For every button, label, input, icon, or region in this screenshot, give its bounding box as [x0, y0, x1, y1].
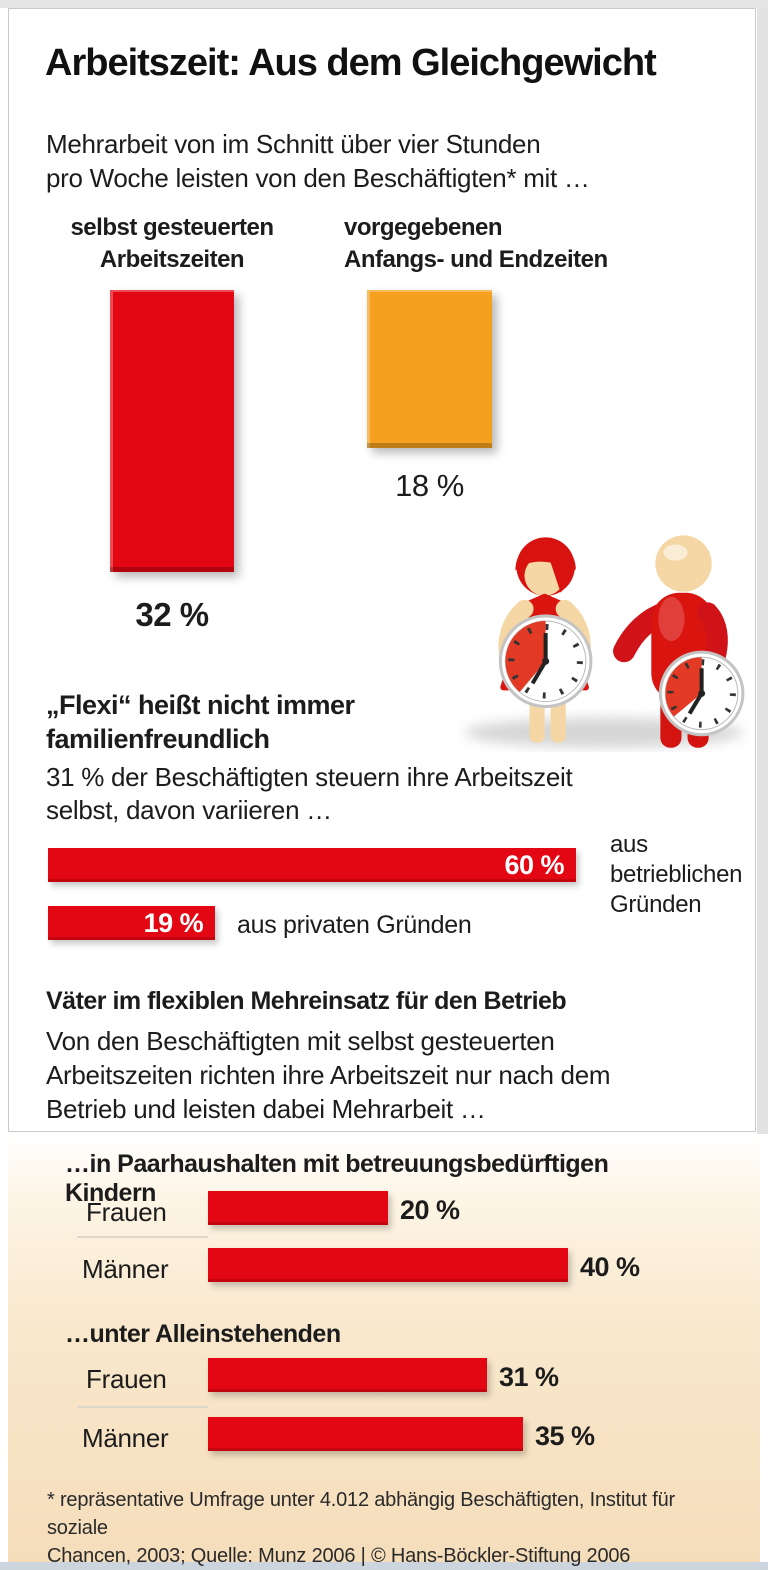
group2-bar-frauen — [208, 1358, 487, 1392]
group1-bar-maenner — [208, 1248, 568, 1282]
right-margin-strip — [757, 8, 768, 1134]
row-separator — [77, 1406, 208, 1408]
flexi-heading-line1: „Flexi“ heißt nicht immer — [46, 690, 355, 720]
chart1-cat2-line1: vorgegebenen — [344, 214, 503, 241]
group2-heading: …unter Alleinstehenden — [65, 1320, 341, 1348]
footnote-line2: Chancen, 2003; Quelle: Munz 2006 | © Han… — [47, 1545, 631, 1567]
top-margin-strip — [0, 0, 768, 8]
vaeter-body-line2: Arbeitszeiten richten ihre Arbeitszeit n… — [46, 1060, 611, 1090]
group2-row2-label: Männer — [82, 1423, 169, 1453]
intro-line-1: Mehrarbeit von im Schnitt über vier Stun… — [46, 129, 541, 159]
flexi-section-heading: „Flexi“ heißt nicht immer familienfreund… — [46, 688, 546, 756]
flexi-body-line1: 31 % der Beschäftigten steuern ihre Arbe… — [46, 762, 573, 792]
chart1-cat1-line1: selbst gesteuerten — [70, 214, 274, 241]
flexi-body-line2: selbst, davon variieren … — [46, 795, 332, 825]
group1-row1-label: Frauen — [86, 1197, 167, 1227]
vaeter-section-heading: Väter im flexiblen Mehreinsatz für den B… — [46, 987, 567, 1015]
man-clock-icon — [658, 650, 745, 737]
group1-bar-frauen — [208, 1191, 388, 1225]
chart1-bar-vorgegeben — [367, 290, 492, 449]
group2-row1-label: Frauen — [86, 1364, 167, 1394]
group1-value-label-frauen: 20 % — [400, 1195, 460, 1225]
workers-with-clocks-illustration — [465, 535, 745, 748]
woman-clock-icon — [498, 614, 593, 709]
chart2-category-label-privat: aus privaten Gründen — [237, 911, 472, 939]
group1-heading: …in Paarhaushalten mit betreuungsbedürft… — [65, 1150, 609, 1207]
vaeter-body-line3: Betrieb und leisten dabei Mehrarbeit … — [46, 1094, 486, 1124]
chart1-bar-selbstgesteuert — [110, 290, 234, 572]
chart1-value-label-32: 32 % — [135, 596, 209, 633]
flexi-section-body: 31 % der Beschäftigten steuern ihre Arbe… — [46, 761, 666, 827]
chart2-bar-betriebliche-gruende: 60 % — [48, 848, 576, 882]
source-footnote: * repräsentative Umfrage unter 4.012 abh… — [47, 1486, 707, 1570]
chart1-category-label-selbstgesteuert: selbst gesteuerten Arbeitszeiten — [46, 212, 298, 276]
flexi-heading-line2: familienfreundlich — [46, 724, 270, 754]
intro-text: Mehrarbeit von im Schnitt über vier Stun… — [46, 127, 666, 195]
vaeter-section-body: Von den Beschäftigten mit selbst gesteue… — [46, 1024, 696, 1126]
page-title: Arbeitszeit: Aus dem Gleichgewicht — [45, 42, 657, 84]
group2-value-label-frauen: 31 % — [499, 1362, 559, 1392]
vaeter-body-line1: Von den Beschäftigten mit selbst gesteue… — [46, 1026, 555, 1056]
chart1-value-label-18: 18 % — [395, 468, 464, 503]
woman-figure — [498, 537, 593, 743]
group1-value-label-maenner: 40 % — [580, 1252, 640, 1282]
man-figure — [613, 535, 745, 748]
chart2-value-label-19: 19 % — [143, 907, 204, 938]
footnote-line1: * repräsentative Umfrage unter 4.012 abh… — [47, 1489, 676, 1539]
chart2-bar-private-gruende: 19 % — [48, 906, 216, 940]
intro-line-2: pro Woche leisten von den Beschäftigten*… — [46, 163, 590, 193]
bottom-footer-strip — [0, 1562, 768, 1570]
group2-value-label-maenner: 35 % — [535, 1421, 595, 1451]
chart2-category-label-betrieblich: aus betrieblichen Gründen — [610, 831, 743, 918]
chart1-cat2-line2: Anfangs- und Endzeiten — [344, 246, 608, 273]
row-separator — [77, 1236, 208, 1238]
chart2-value-label-60: 60 % — [504, 849, 564, 880]
group1-row2-label: Männer — [82, 1254, 169, 1284]
chart1-category-label-vorgegeben: vorgegebenen Anfangs- und Endzeiten — [344, 212, 644, 276]
group2-bar-maenner — [208, 1417, 523, 1451]
chart1-cat1-line2: Arbeitszeiten — [99, 246, 245, 273]
